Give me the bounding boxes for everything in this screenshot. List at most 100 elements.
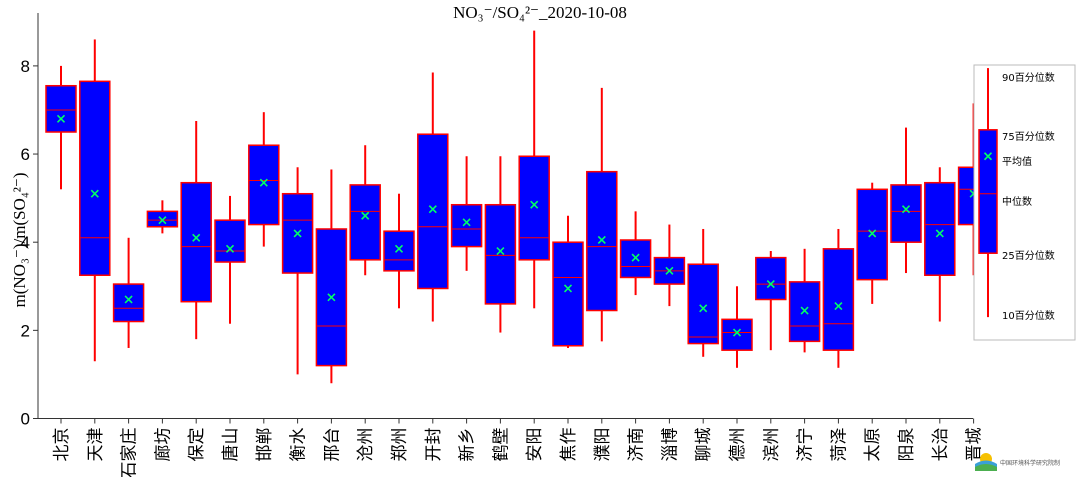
x-tick-label: 邯郸 bbox=[255, 428, 275, 462]
x-tick-label: 焦作 bbox=[559, 428, 579, 462]
city-24-box bbox=[856, 182, 888, 304]
legend-label: 10百分位数 bbox=[1002, 309, 1055, 322]
legend-label: 平均值 bbox=[1002, 155, 1032, 168]
city-13-iqr-rect bbox=[484, 203, 517, 305]
city-3-mean-marker bbox=[158, 216, 167, 225]
city-25-iqr-rect bbox=[890, 184, 922, 243]
city-1-box bbox=[79, 39, 111, 362]
city-5-iqr-rect bbox=[214, 219, 246, 263]
logo-icon bbox=[975, 453, 997, 471]
x-tick-label: 开封 bbox=[424, 428, 444, 462]
city-9-box bbox=[349, 145, 381, 276]
city-3-box bbox=[146, 200, 179, 234]
city-15-mean-marker bbox=[563, 284, 573, 293]
y-tick-label: 6 bbox=[21, 145, 30, 164]
city-2-box bbox=[112, 237, 145, 348]
city-21-box bbox=[755, 251, 787, 351]
x-tick-labels: 北京 天津 石家庄 廊坊 保定 唐山 邯郸 衡水 邢台 沧州 郑州 开封 新乡 鹤壁 安阳 焦作 濮阳 济南 淄博聊… bbox=[52, 418, 985, 477]
city-9-mean-marker bbox=[361, 211, 370, 220]
city-22-box bbox=[788, 248, 821, 353]
city-1-mean-marker bbox=[90, 189, 99, 198]
x-tick-label: 晋城 bbox=[965, 428, 985, 462]
city-23-iqr-rect bbox=[822, 248, 855, 351]
city-2-iqr-rect bbox=[112, 283, 145, 323]
legend-label: 中位数 bbox=[1002, 195, 1032, 208]
x-tick-label: 廊坊 bbox=[153, 428, 173, 462]
city-11-box bbox=[417, 72, 449, 322]
x-tick-label: 北京 bbox=[52, 428, 72, 462]
boxes-group bbox=[45, 30, 990, 384]
x-tick-label: 聊城 bbox=[694, 428, 714, 462]
legend-sample-box bbox=[978, 68, 998, 318]
city-1-iqr-rect bbox=[79, 80, 111, 277]
x-tick-label: 郑州 bbox=[390, 428, 410, 462]
x-tick-label: 德州 bbox=[728, 428, 748, 462]
city-26-mean-marker bbox=[935, 229, 944, 238]
city-16-iqr-rect bbox=[586, 170, 618, 312]
city-10-mean-marker bbox=[394, 244, 404, 253]
x-tick-label: 菏泽 bbox=[829, 428, 849, 462]
logo-text: 中国环境科学研究院制 bbox=[1000, 460, 1061, 467]
legend-label: 75百分位数 bbox=[1002, 130, 1055, 143]
city-0-mean-marker bbox=[56, 114, 66, 123]
x-tick-label: 滨州 bbox=[762, 428, 782, 462]
city-20-mean-marker bbox=[732, 328, 742, 337]
city-11-iqr-rect bbox=[417, 133, 449, 290]
x-tick-label: 石家庄 bbox=[120, 428, 140, 477]
city-2-mean-marker bbox=[124, 295, 133, 304]
city-19-box bbox=[687, 228, 719, 357]
city-6-mean-marker bbox=[259, 178, 268, 187]
x-tick-label: 太原 bbox=[863, 428, 883, 462]
y-tick-label: 0 bbox=[21, 410, 30, 429]
city-24-mean-marker bbox=[868, 229, 877, 238]
city-10-box bbox=[383, 193, 415, 309]
city-15-box bbox=[552, 215, 584, 348]
city-7-mean-marker bbox=[293, 229, 302, 238]
x-tick-label: 阳泉 bbox=[897, 428, 917, 462]
x-tick-label: 鹤壁 bbox=[491, 428, 511, 462]
city-5-mean-marker bbox=[225, 244, 235, 253]
city-13-mean-marker bbox=[496, 246, 505, 256]
y-tick-label: 2 bbox=[21, 321, 30, 340]
x-tick-label: 唐山 bbox=[220, 428, 241, 462]
city-10-iqr-rect bbox=[383, 230, 415, 272]
city-20-box bbox=[721, 286, 753, 368]
city-6-iqr-rect bbox=[248, 144, 280, 226]
axes: 0 2 4 6 8 bbox=[21, 13, 973, 429]
x-tick-label: 沧州 bbox=[356, 428, 376, 462]
city-12-iqr-rect bbox=[450, 203, 483, 248]
city-20-iqr-rect bbox=[721, 318, 753, 351]
city-16-box bbox=[586, 87, 618, 342]
city-5-box bbox=[214, 195, 246, 324]
legend-label: 90百分位数 bbox=[1002, 71, 1055, 84]
city-23-box bbox=[822, 228, 855, 368]
city-9-iqr-rect bbox=[349, 184, 381, 261]
city-22-mean-marker bbox=[800, 306, 809, 315]
city-25-box bbox=[890, 127, 922, 274]
x-tick-label: 长治 bbox=[931, 428, 951, 462]
city-13-box bbox=[484, 156, 517, 333]
city-19-mean-marker bbox=[699, 304, 708, 313]
chart-title: NO₃⁻/SO₄²⁻_2020-10-08 bbox=[453, 3, 627, 22]
city-25-mean-marker bbox=[901, 205, 911, 214]
x-tick-label: 济宁 bbox=[796, 428, 816, 462]
city-21-iqr-rect bbox=[755, 256, 787, 301]
city-4-iqr-rect bbox=[180, 181, 212, 303]
city-6-box bbox=[248, 112, 280, 247]
x-tick-label: 淄博 bbox=[660, 428, 680, 462]
x-tick-label: 新乡 bbox=[458, 428, 478, 462]
city-17-box bbox=[619, 211, 652, 296]
city-7-box bbox=[281, 167, 314, 375]
city-16-mean-marker bbox=[597, 235, 606, 245]
x-tick-label: 保定 bbox=[187, 428, 207, 462]
x-tick-label: 邢台 bbox=[322, 428, 342, 462]
x-tick-label: 天津 bbox=[86, 428, 106, 462]
city-15-iqr-rect bbox=[552, 241, 584, 347]
city-26-iqr-rect bbox=[924, 181, 956, 277]
city-11-mean-marker bbox=[428, 205, 437, 214]
legend-sample-mean-marker bbox=[983, 152, 993, 161]
y-tick-label: 4 bbox=[21, 233, 30, 252]
city-12-mean-marker bbox=[462, 218, 471, 227]
